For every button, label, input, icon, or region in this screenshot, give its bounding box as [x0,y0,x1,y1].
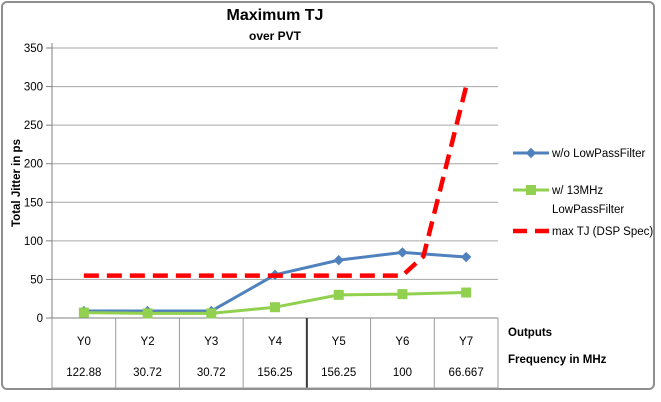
data-point-marker-square [78,307,89,318]
frequency-cell-label: 30.72 [197,367,226,379]
data-point-marker-diamond [397,247,408,258]
y-tick-label: 350 [24,43,43,55]
frequency-cell-label: 156.25 [321,367,356,379]
legend-marker-square [526,185,536,195]
data-point-marker-square [461,287,472,298]
output-cell-label: Y6 [395,336,409,348]
chart-outer-border [1,1,655,390]
y-tick-label: 0 [37,313,43,325]
chart-title: Maximum TJ [226,7,324,24]
output-cell-label: Y3 [204,336,218,348]
data-point-marker-square [333,289,344,300]
frequency-row-label: Frequency in MHz [508,354,607,366]
y-tick-label: 200 [24,159,43,171]
frequency-cell-label: 100 [393,367,412,379]
frequency-cell-label: 122.88 [66,367,101,379]
series-3 [83,86,469,278]
output-cell-label: Y5 [332,336,346,348]
output-cell-label: Y0 [77,336,91,348]
data-point-marker-square [397,289,408,300]
legend-label: w/o LowPassFilter [551,148,645,160]
series-2 [78,287,472,319]
output-cell-label: Y4 [268,336,283,348]
series-line [83,86,469,278]
data-point-marker-square [142,308,153,319]
data-point-marker-diamond [333,254,344,266]
legend-entry-1: w/o LowPassFilter [513,147,645,160]
frequency-cell-label: 156.25 [257,367,292,379]
outputs-row-label: Outputs [508,327,552,339]
frequency-cell-label: 30.72 [133,367,162,379]
legend-marker-diamond [525,147,537,159]
legend-label: max TJ (DSP Spec) [552,226,653,238]
y-tick-label: 300 [24,82,43,94]
chart-subtitle: over PVT [248,29,302,43]
data-point-marker-diamond [460,251,472,263]
legend-label: w/ 13MHz [551,185,603,197]
y-tick-label: 250 [24,120,43,132]
legend-entry-2: w/ 13MHz LowPassFilter [513,185,624,216]
y-tick-label: 100 [24,236,43,248]
output-cell-label: Y7 [459,336,473,348]
frequency-cell-label: 66.667 [449,367,484,379]
legend-label: LowPassFilter [552,204,624,216]
legend-entry-3: max TJ (DSP Spec) [513,226,653,238]
data-point-marker-square [270,302,280,313]
y-tick-label: 150 [24,197,43,209]
data-point-marker-square [206,308,217,319]
y-tick-label: 50 [30,274,43,286]
output-cell-label: Y2 [141,336,155,348]
